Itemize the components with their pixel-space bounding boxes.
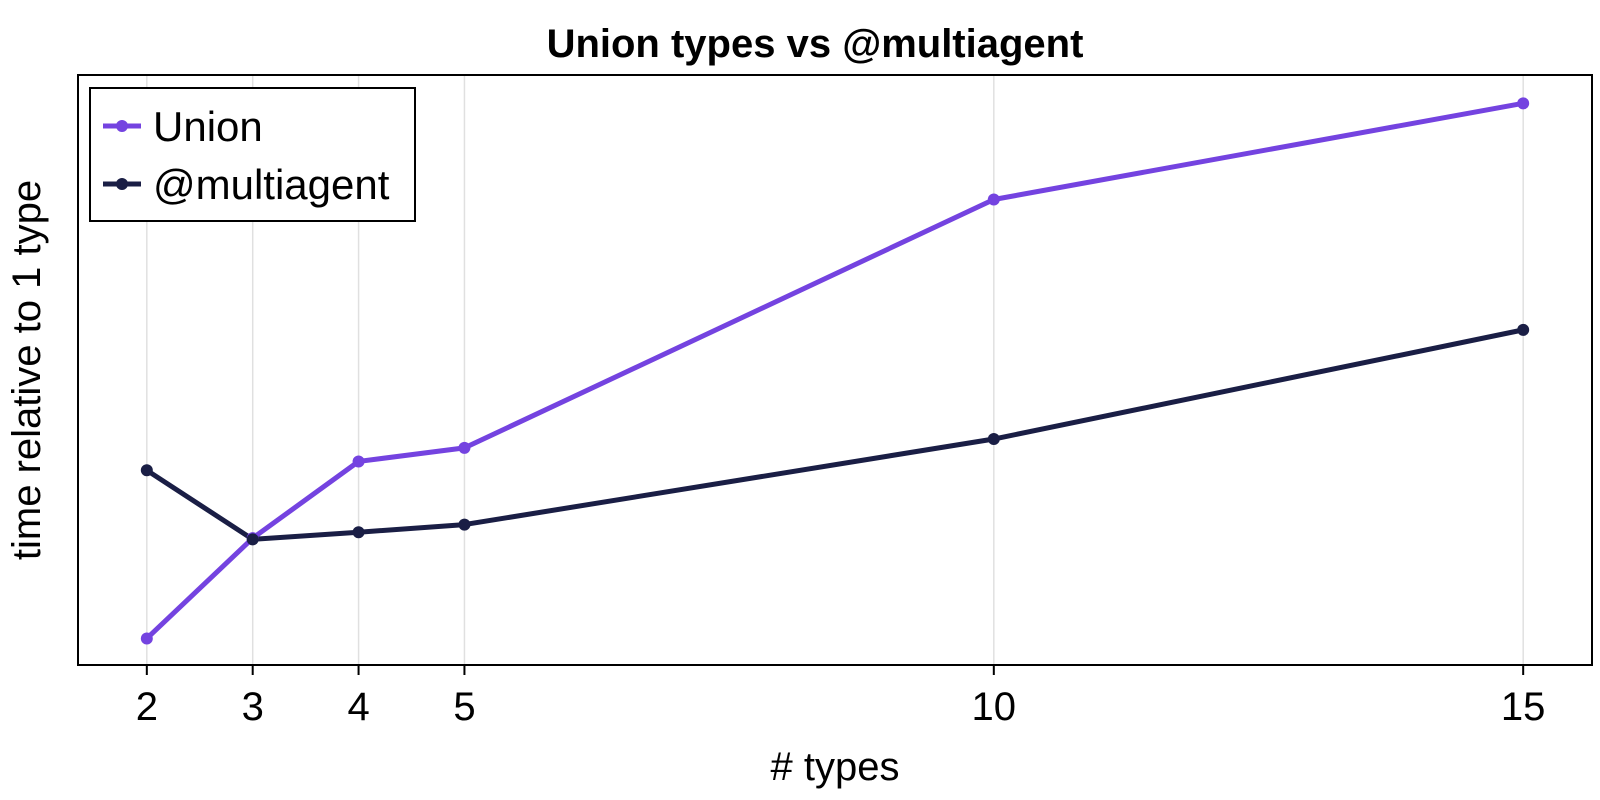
x-tick-label-4: 4 (347, 685, 369, 729)
legend-marker-multiagent (116, 178, 128, 190)
legend-label-union: Union (153, 103, 263, 150)
legend-marker-union (116, 120, 128, 132)
chart-title: Union types vs @multiagent (547, 22, 1084, 66)
series-line-multiagent (144, 327, 1526, 542)
x-tick-label-10: 10 (972, 685, 1017, 729)
x-tick-label-3: 3 (242, 685, 264, 729)
point-multiagent-5 (458, 518, 471, 531)
x-tick-label-15: 15 (1501, 685, 1546, 729)
x-tick-label-2: 2 (136, 685, 158, 729)
legend: Union @multiagent (89, 87, 416, 222)
point-multiagent-4 (352, 526, 365, 539)
legend-box (89, 87, 416, 222)
x-axis-label: # types (771, 745, 900, 789)
plot-area-frame (77, 74, 1593, 666)
point-multiagent-2 (140, 464, 153, 477)
point-union-10 (987, 193, 1000, 206)
legend-label-multiagent: @multiagent (153, 161, 390, 208)
point-multiagent-15 (1517, 323, 1530, 336)
point-union-5 (458, 441, 471, 454)
point-multiagent-10 (987, 433, 1000, 446)
x-tick-label-5: 5 (453, 685, 475, 729)
point-union-4 (352, 455, 365, 468)
point-multiagent-3 (246, 533, 259, 546)
x-axis-ticks: 2 3 4 5 10 15 (136, 665, 1546, 729)
series-layer (140, 97, 1530, 645)
point-union-2 (140, 632, 153, 645)
point-union-15 (1517, 97, 1530, 110)
y-axis-label: time relative to 1 type (5, 180, 49, 560)
series-line-union (144, 100, 1526, 641)
